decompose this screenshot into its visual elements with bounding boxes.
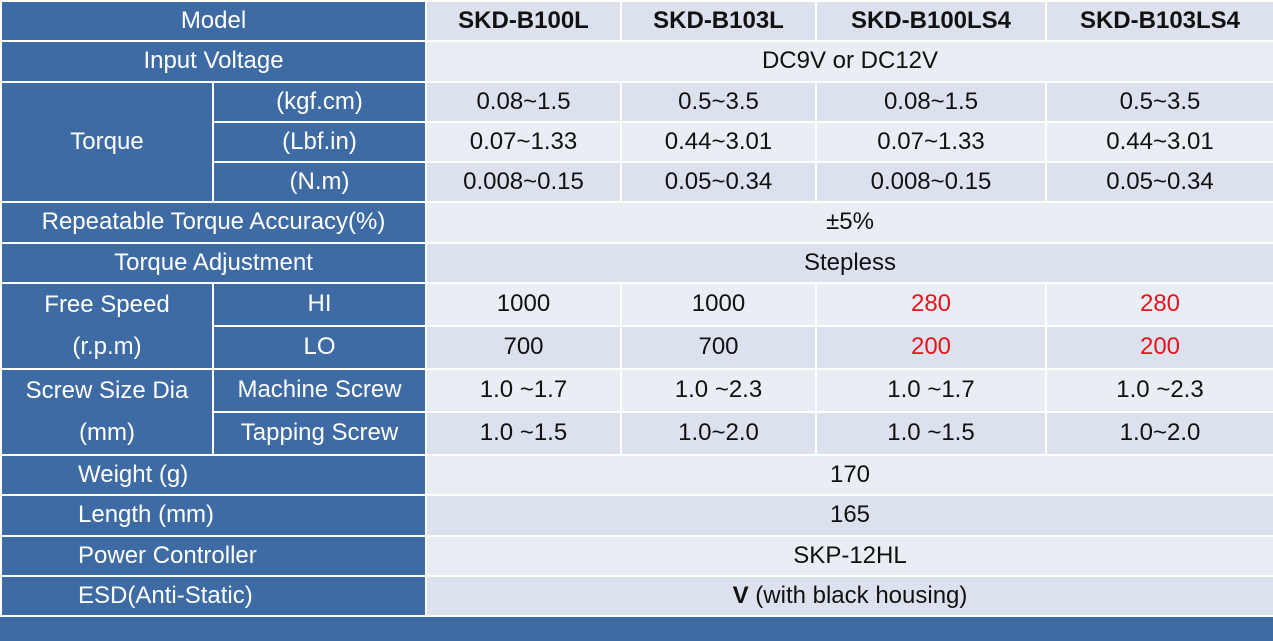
value-cell: 1.0~2.0 — [620, 411, 817, 457]
value-cell: 0.5~3.5 — [620, 80, 817, 123]
value-cell: V (with black housing) — [425, 574, 1273, 618]
value-cell: 1.0~2.0 — [1045, 411, 1273, 457]
value-cell: 1.0 ~1.5 — [425, 411, 622, 457]
value-cell: ±5% — [425, 201, 1273, 244]
unit-label: (kgf.cm) — [212, 80, 427, 123]
value-cell: Stepless — [425, 241, 1273, 285]
value-cell: 280 — [815, 282, 1047, 328]
value-cell: 0.05~0.34 — [620, 161, 817, 204]
unit-label: (Lbf.in) — [212, 120, 427, 164]
value-cell: DC9V or DC12V — [425, 40, 1273, 83]
label-line: Free Speed — [44, 291, 170, 319]
value-cell: 200 — [815, 325, 1047, 371]
row-label: Free Speed (r.p.m) — [0, 282, 214, 371]
value-cell: 1.0 ~2.3 — [620, 368, 817, 414]
value-cell: 700 — [425, 325, 622, 371]
row-label: Repeatable Torque Accuracy(%) — [0, 201, 427, 244]
value-cell: 165 — [425, 494, 1273, 537]
value-cell: 200 — [1045, 325, 1273, 371]
value-cell: 0.05~0.34 — [1045, 161, 1273, 204]
label-line: (r.p.m) — [72, 333, 142, 361]
value-cell: 0.07~1.33 — [815, 120, 1047, 164]
value-cell: 0.07~1.33 — [425, 120, 622, 164]
spec-table: Model SKD-B100L SKD-B103L SKD-B100LS4 SK… — [0, 0, 1273, 618]
value-cell: 1000 — [620, 282, 817, 328]
header-cell: SKD-B100LS4 — [815, 0, 1047, 43]
row-label: Weight (g) — [0, 454, 427, 497]
unit-label: Tapping Screw — [212, 411, 427, 457]
row-label: ESD(Anti-Static) — [0, 574, 427, 618]
value-cell: 0.08~1.5 — [815, 80, 1047, 123]
unit-label: HI — [212, 282, 427, 328]
value-cell: 0.008~0.15 — [815, 161, 1047, 204]
header-cell: SKD-B100L — [425, 0, 622, 43]
row-label: Torque Adjustment — [0, 241, 427, 285]
unit-label: Machine Screw — [212, 368, 427, 414]
check-mark: V — [732, 581, 749, 609]
value-cell: 1.0 ~1.5 — [815, 411, 1047, 457]
value-cell: 0.44~3.01 — [620, 120, 817, 164]
row-label: Torque — [0, 80, 214, 204]
unit-label: LO — [212, 325, 427, 371]
value-cell: 280 — [1045, 282, 1273, 328]
value-cell: 1000 — [425, 282, 622, 328]
header-cell: SKD-B103LS4 — [1045, 0, 1273, 43]
value-cell: 0.008~0.15 — [425, 161, 622, 204]
value-cell: 0.08~1.5 — [425, 80, 622, 123]
value-cell: 1.0 ~2.3 — [1045, 368, 1273, 414]
value-cell: SKP-12HL — [425, 534, 1273, 577]
value-cell: 170 — [425, 454, 1273, 497]
value-cell: 1.0 ~1.7 — [425, 368, 622, 414]
value-cell: 700 — [620, 325, 817, 371]
row-label: Power Controller — [0, 534, 427, 577]
value-cell: 1.0 ~1.7 — [815, 368, 1047, 414]
value-cell: 0.5~3.5 — [1045, 80, 1273, 123]
row-label: Length (mm) — [0, 494, 427, 537]
label-line: (mm) — [79, 419, 135, 447]
header-cell: Model — [0, 0, 427, 43]
row-label: Screw Size Dia (mm) — [0, 368, 214, 457]
row-label: Input Voltage — [0, 40, 427, 83]
unit-label: (N.m) — [212, 161, 427, 204]
label-line: Screw Size Dia — [25, 377, 189, 405]
value-cell: 0.44~3.01 — [1045, 120, 1273, 164]
header-cell: SKD-B103L — [620, 0, 817, 43]
note: (with black housing) — [755, 581, 968, 609]
